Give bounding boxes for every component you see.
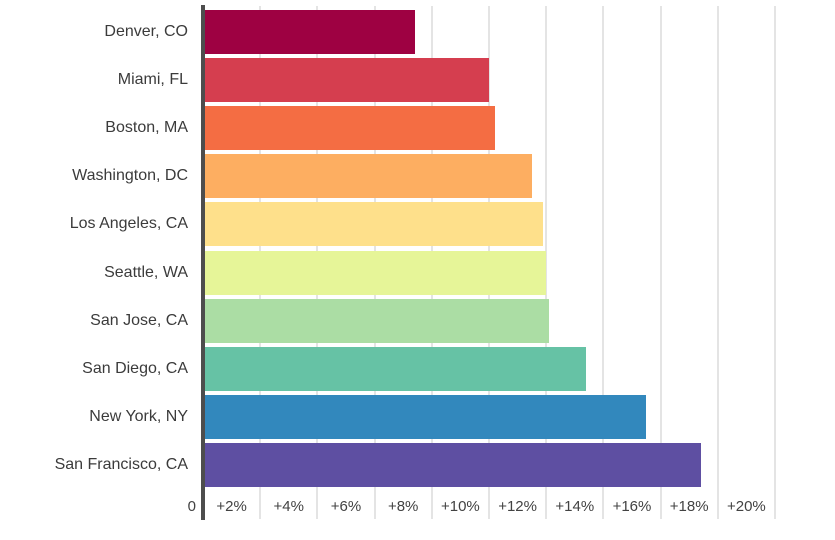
y-axis-zero-line <box>201 5 205 520</box>
category-label-washington-dc: Washington, DC <box>72 167 188 185</box>
x-tick-label-18pct: +18% <box>669 498 709 515</box>
x-tick-label-12pct: +12% <box>498 498 537 515</box>
gridline-12pct <box>545 6 548 519</box>
x-tick-label-2pct: +2% <box>216 498 247 515</box>
category-label-seattle-wa: Seattle, WA <box>104 263 188 281</box>
bar-boston-ma <box>205 106 495 151</box>
gridline-20pct <box>774 6 776 519</box>
gridline-16pct <box>659 6 662 519</box>
category-label-san-diego-ca: San Diego, CA <box>82 359 188 377</box>
bar-los-angeles-ca <box>205 202 544 247</box>
category-label-denver-co: Denver, CO <box>104 23 188 40</box>
bar-san-francisco-ca <box>205 442 701 487</box>
x-tick-label-20pct: +20% <box>726 498 766 515</box>
bar-seattle-wa <box>205 250 547 295</box>
x-tick-label-16pct: +16% <box>612 498 652 515</box>
bar-washington-dc <box>205 154 532 199</box>
category-label-boston-ma: Boston, MA <box>105 119 188 137</box>
x-tick-label-10pct: +10% <box>440 498 480 515</box>
x-tick-label-8pct: +8% <box>387 498 419 515</box>
bar-miami-fl <box>205 58 489 103</box>
bar-san-jose-ca <box>205 298 550 343</box>
x-tick-label-4pct: +4% <box>273 498 304 515</box>
x-tick-label-14pct: +14% <box>555 498 595 515</box>
gridline-14pct <box>602 6 605 519</box>
gridline-18pct <box>716 6 719 519</box>
x-tick-label-6pct: +6% <box>330 498 362 515</box>
category-label-san-francisco-ca: San Francisco, CA <box>54 455 188 473</box>
x-tick-label-0: 0 <box>187 498 196 515</box>
bar-denver-co <box>205 10 415 54</box>
bar-new-york-ny <box>205 394 647 439</box>
bar-san-diego-ca <box>205 346 587 391</box>
category-label-miami-fl: Miami, FL <box>117 71 188 89</box>
category-label-los-angeles-ca: Los Angeles, CA <box>69 215 188 233</box>
category-label-san-jose-ca: San Jose, CA <box>90 311 188 329</box>
category-label-new-york-ny: New York, NY <box>89 407 188 425</box>
